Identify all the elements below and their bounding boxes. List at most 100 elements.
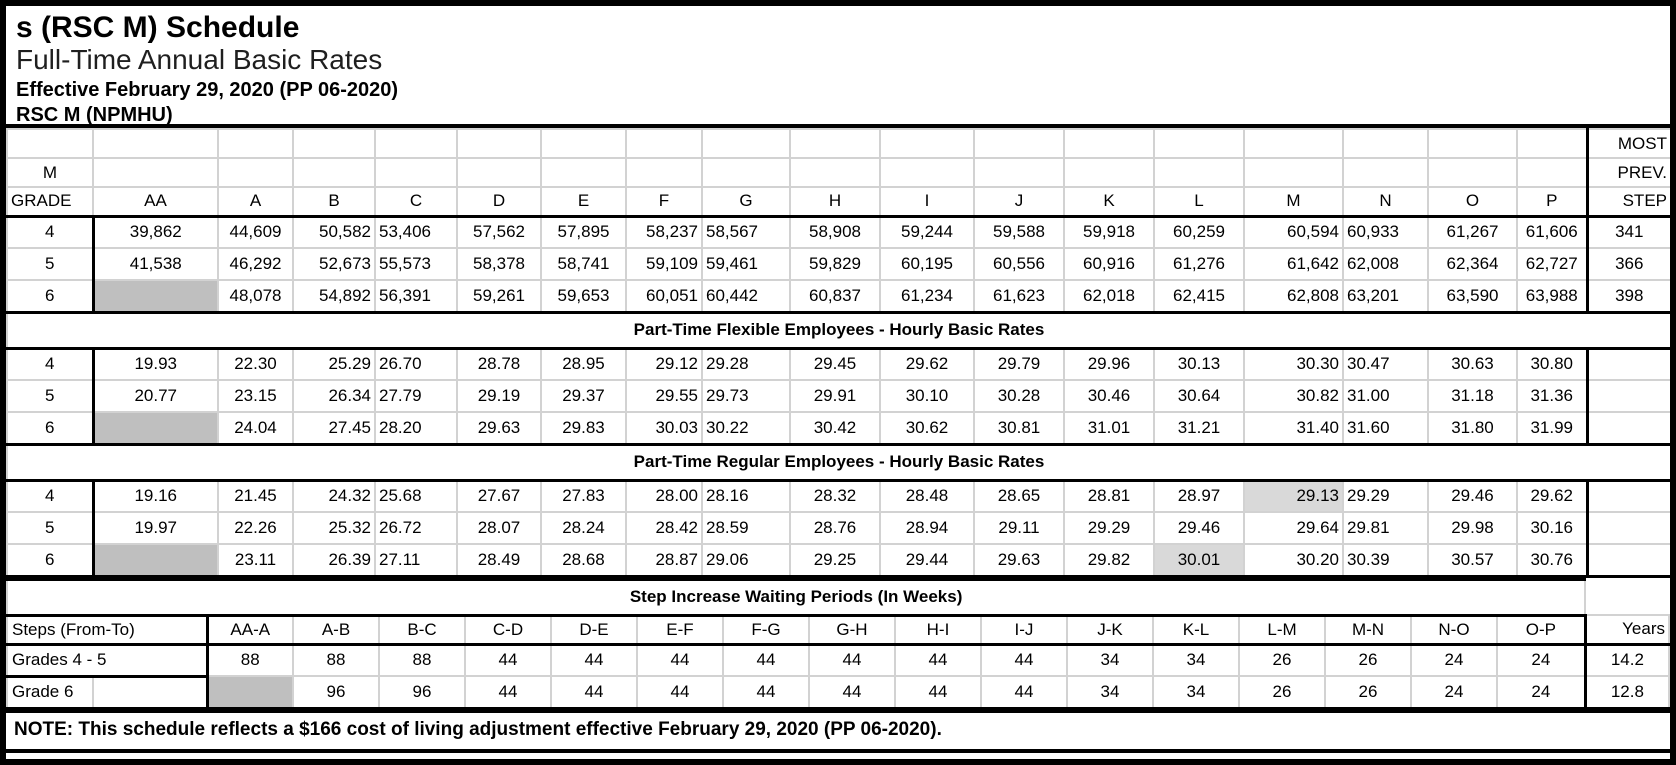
cola-note: NOTE: This schedule reflects a $166 cost… — [6, 709, 1670, 753]
rate-cell: 29.28 — [701, 346, 791, 381]
rate-cell: 28.94 — [879, 511, 975, 545]
row-label-spacer — [92, 675, 209, 710]
rate-cell: 60,442 — [701, 279, 791, 314]
weeks-cell: 88 — [378, 643, 466, 677]
rate-cell: 29.45 — [789, 346, 881, 381]
weeks-cell: 44 — [980, 643, 1068, 677]
rate-cell: 30.63 — [1427, 346, 1518, 381]
weeks-cell: 24 — [1410, 643, 1498, 677]
rate-cell: 27.83 — [540, 478, 627, 513]
grade-cell: 4 — [6, 346, 95, 381]
rate-cell: 30.57 — [1427, 543, 1518, 578]
step-column-header: C — [374, 186, 458, 218]
row-label: Grade 6 — [6, 675, 94, 710]
weeks-cell: 88 — [292, 643, 380, 677]
rate-cell: 28.65 — [973, 478, 1065, 513]
rate-cell: 61,276 — [1153, 247, 1245, 281]
header-cell — [540, 157, 627, 188]
rate-cell: 54,892 — [292, 279, 376, 314]
weeks-cell: 44 — [980, 675, 1068, 710]
rate-cell: 59,829 — [789, 247, 881, 281]
header-cell — [701, 157, 791, 188]
header-cell — [1342, 157, 1429, 188]
rate-cell: 28.95 — [540, 346, 627, 381]
rate-cell: 30.20 — [1243, 543, 1344, 578]
rate-cell: 61,642 — [1243, 247, 1344, 281]
rate-cell: 30.80 — [1516, 346, 1588, 381]
fulltime-grade-5-row: 5 41,538 46,292 52,673 55,573 58,378 58,741 59,… — [6, 247, 1670, 281]
rate-cell: 44,609 — [217, 214, 294, 249]
step-column-header: B — [292, 186, 376, 218]
grade-cell: 6 — [6, 279, 95, 314]
rate-cell: 28.24 — [540, 511, 627, 545]
rate-cell: 62,018 — [1063, 279, 1155, 314]
header-cell — [1516, 128, 1588, 159]
header-cell — [217, 128, 294, 159]
rate-cell: 62,364 — [1427, 247, 1518, 281]
rate-cell: 52,673 — [292, 247, 376, 281]
rate-cell: 63,590 — [1427, 279, 1518, 314]
weeks-cell: 44 — [894, 675, 982, 710]
rate-cell: 30.03 — [625, 411, 703, 446]
step-weeks-cell: 341 — [1585, 214, 1670, 249]
rate-cell: 59,653 — [540, 279, 627, 314]
rate-cell: 29.91 — [789, 379, 881, 413]
step-column-header: D — [456, 186, 542, 218]
rate-cell: 29.64 — [1243, 511, 1344, 545]
header-cell — [374, 157, 458, 188]
rate-cell: 28.81 — [1063, 478, 1155, 513]
weeks-cell: 96 — [378, 675, 466, 710]
rate-cell: 56,391 — [374, 279, 458, 314]
transition-column-header: F-G — [722, 614, 810, 646]
step-column-header: O — [1427, 186, 1518, 218]
weeks-cell: 44 — [464, 643, 552, 677]
rate-cell: 30.13 — [1153, 346, 1245, 381]
rate-cell: 46,292 — [217, 247, 294, 281]
rate-cell: 58,567 — [701, 214, 791, 249]
rate-cell: 29.29 — [1063, 511, 1155, 545]
step-column-header: K — [1063, 186, 1155, 218]
years-header: Years — [1583, 614, 1670, 646]
weeks-cell: 44 — [636, 675, 724, 710]
rate-cell: 57,895 — [540, 214, 627, 249]
weeks-cell: 24 — [1495, 675, 1587, 710]
page-subtitle: Full-Time Annual Basic Rates — [16, 44, 383, 75]
weeks-cell: 26 — [1324, 675, 1412, 710]
header-cell — [456, 128, 542, 159]
weeks-cell: 26 — [1238, 643, 1326, 677]
rate-cell: 28.59 — [701, 511, 791, 545]
transition-column-header: C-D — [464, 614, 552, 646]
step-column-header: A — [217, 186, 294, 218]
rate-cell: 60,916 — [1063, 247, 1155, 281]
rate-cell: 29.63 — [973, 543, 1065, 578]
grade-cell: 4 — [6, 214, 95, 249]
transition-column-header: M-N — [1324, 614, 1412, 646]
step-column-header: J — [973, 186, 1065, 218]
header-cell — [217, 157, 294, 188]
rate-cell: 29.73 — [701, 379, 791, 413]
header-cell — [1516, 157, 1588, 188]
step-column-header: L — [1153, 186, 1245, 218]
header-cell — [789, 128, 881, 159]
rate-cell: 30.10 — [879, 379, 975, 413]
header-cell — [540, 128, 627, 159]
step-weeks-cell — [1585, 511, 1670, 545]
rate-cell: 24.32 — [292, 478, 376, 513]
rate-cell: 29.29 — [1342, 478, 1429, 513]
header-cell — [625, 128, 703, 159]
grade-cell: 4 — [6, 478, 95, 513]
rate-cell: 59,109 — [625, 247, 703, 281]
ptr-grade-6-row: 6 23.11 26.39 27.11 28.49 28.68 28.87 29.06 29.2… — [6, 543, 1670, 578]
header-cell — [456, 157, 542, 188]
effective-date: Effective February 29, 2020 (PP 06-2020) — [16, 79, 399, 102]
rate-cell: 29.12 — [625, 346, 703, 381]
rate-cell: 29.83 — [540, 411, 627, 446]
step-column-header: M — [1243, 186, 1344, 218]
step-column-header: G — [701, 186, 791, 218]
rate-cell: 28.00 — [625, 478, 703, 513]
rate-cell: 26.70 — [374, 346, 458, 381]
rate-cell: 29.79 — [973, 346, 1065, 381]
rate-cell: 29.06 — [701, 543, 791, 578]
rate-cell: 26.34 — [292, 379, 376, 413]
header-cell — [789, 157, 881, 188]
